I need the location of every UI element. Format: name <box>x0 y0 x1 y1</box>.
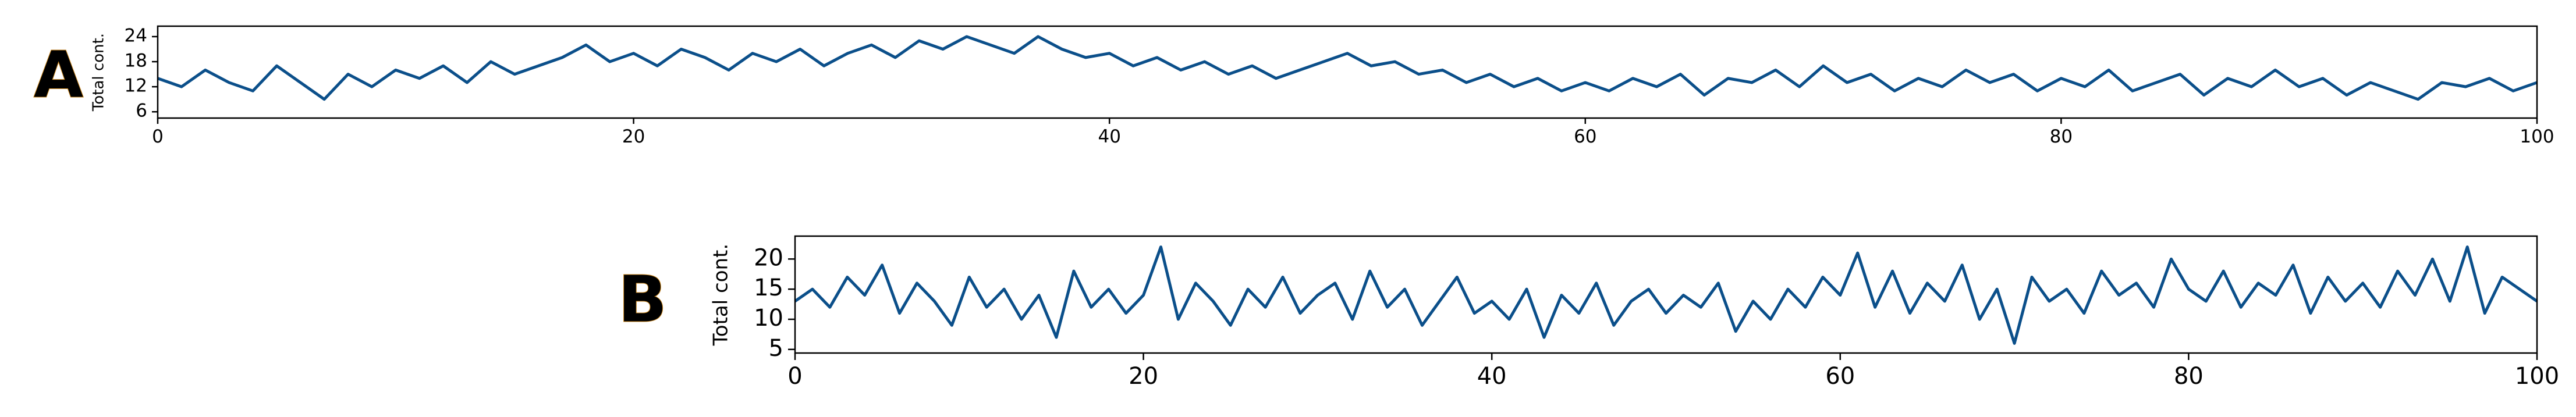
x-tick-label: 40 <box>1098 126 1120 147</box>
y-tick-label: 10 <box>754 305 783 332</box>
x-tick-label: 40 <box>1477 363 1507 390</box>
y-tick-label: 15 <box>754 275 783 301</box>
x-tick-label: 20 <box>1129 363 1158 390</box>
x-tick-label: 60 <box>1574 126 1596 147</box>
x-tick-label: 100 <box>2515 363 2559 390</box>
y-tick-label: 18 <box>125 51 147 72</box>
axes-frame <box>157 25 2538 119</box>
panel-label: A <box>34 37 83 112</box>
y-tick-label: 12 <box>125 76 147 97</box>
y-tick-label: 5 <box>769 335 783 362</box>
y-axis-label: Total cont. <box>709 244 733 346</box>
x-tick-label: 60 <box>1825 363 1855 390</box>
data-line <box>794 245 2538 345</box>
x-tick-label: 100 <box>2520 126 2554 147</box>
x-tick-label: 80 <box>2050 126 2073 147</box>
y-tick-label: 20 <box>754 244 783 271</box>
y-tick-label: 6 <box>136 101 147 122</box>
y-tick-label: 24 <box>125 25 147 46</box>
x-tick-label: 80 <box>2174 363 2204 390</box>
x-tick-label: 20 <box>622 126 645 147</box>
data-line <box>157 35 2538 101</box>
x-tick-label: 0 <box>787 363 802 390</box>
axes-frame <box>794 235 2538 354</box>
panel-label: B <box>618 262 667 336</box>
x-tick-label: 0 <box>152 126 164 147</box>
y-axis-label: Total cont. <box>90 33 108 112</box>
